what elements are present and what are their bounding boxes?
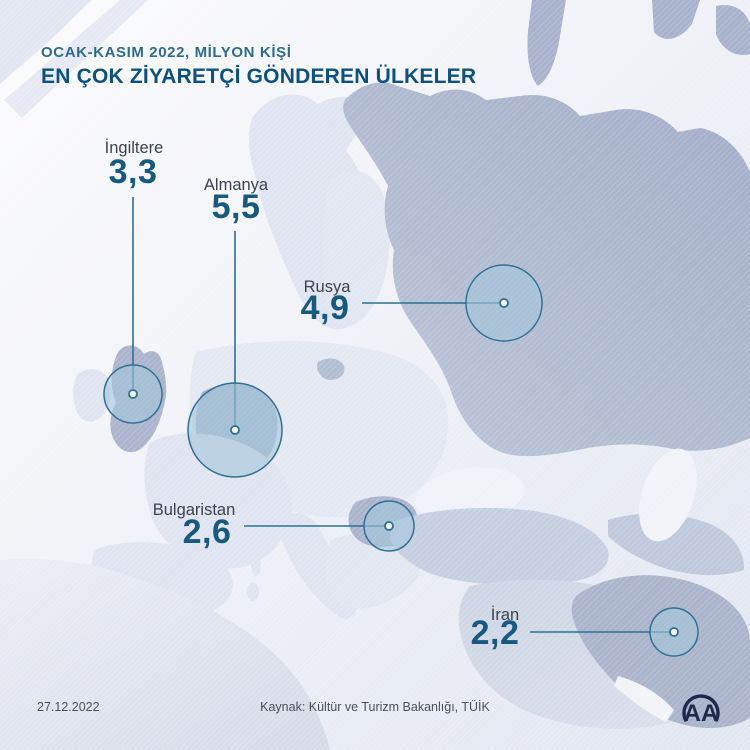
source-credit: Kaynak: Kültür ve Turizm Bakanlığı, TÜİK	[260, 700, 490, 714]
bubble-center-dot-i̇ngiltere	[128, 389, 138, 399]
aa-agency-logo: AA	[682, 694, 720, 727]
map-shape-north-africa	[0, 558, 330, 750]
country-name-rusya: Rusya	[303, 278, 351, 296]
country-value-rusya: 4,9	[300, 289, 350, 327]
map-shape-balkans	[325, 533, 421, 609]
map-shape-persian-gulf	[614, 676, 674, 722]
country-name-bulgaristan: Bulgaristan	[152, 501, 236, 519]
map-shape-northwest-strip	[4, 0, 148, 118]
map-shape-sardinia	[247, 583, 259, 601]
map-shape-arctic-island-2	[652, 0, 700, 39]
country-value-i̇ngiltere: 3,3	[108, 153, 158, 191]
map-shape-arctic-island-1	[527, 0, 566, 86]
map-shape-arctic-island-3	[716, 4, 750, 56]
map-shape-caucasus	[608, 513, 744, 576]
map-shape-turkey	[390, 507, 609, 586]
bubble-center-dot-rusya	[499, 298, 509, 308]
bubble-center-dot-almanya	[230, 425, 240, 435]
aa-logo-arc	[682, 694, 720, 722]
map-shape-northwest-land	[0, 0, 92, 84]
country-name-i̇ran: İran	[490, 606, 520, 624]
map-shape-corsica	[251, 556, 261, 576]
header: OCAK-KASIM 2022, MİLYON KİŞİ EN ÇOK ZİYA…	[41, 44, 476, 89]
publish-date: 27.12.2022	[37, 700, 100, 714]
map-shape-denmark	[316, 358, 345, 380]
aa-logo-letters: AA	[684, 700, 719, 727]
subtitle-kicker: OCAK-KASIM 2022, MİLYON KİŞİ	[41, 44, 292, 61]
country-value-bulgaristan: 2,6	[182, 513, 232, 551]
map-shape-ireland	[73, 369, 110, 422]
bubble-center-dot-bulgaristan	[384, 521, 394, 531]
map-shape-finland	[322, 170, 390, 327]
country-name-i̇ngiltere: İngiltere	[104, 139, 164, 157]
bubble-center-dot-i̇ran	[669, 627, 679, 637]
country-value-i̇ran: 2,2	[470, 614, 520, 652]
map-shape-russia	[343, 82, 750, 457]
map-shape-caspian-sea	[639, 448, 697, 542]
country-value-almanya: 5,5	[211, 188, 261, 226]
page-title: EN ÇOK ZİYARETÇİ GÖNDEREN ÜLKELER	[41, 65, 477, 88]
country-name-almanya: Almanya	[203, 176, 269, 194]
